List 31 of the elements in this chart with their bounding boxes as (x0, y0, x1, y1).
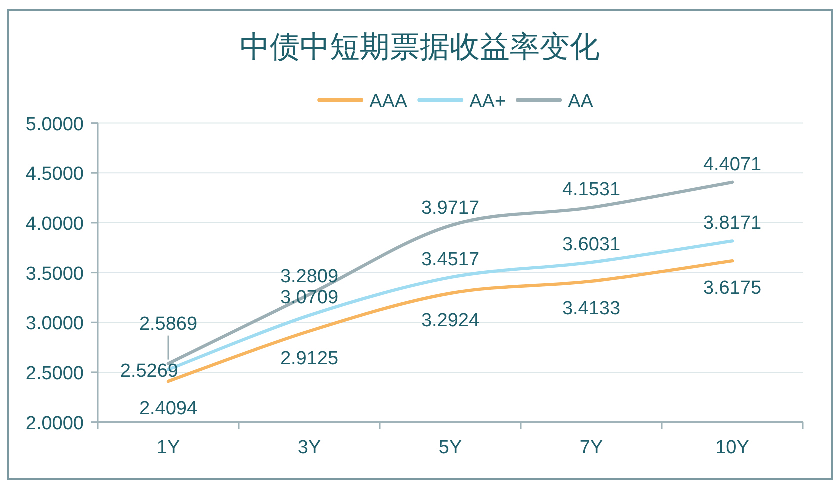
data-label: 4.4071 (703, 154, 762, 176)
data-label: 2.4094 (139, 398, 198, 420)
legend-label: AAA (370, 91, 408, 112)
y-tick-label: 3.5000 (26, 264, 84, 285)
data-label: 2.5869 (139, 314, 198, 335)
x-tick-label: 7Y (580, 437, 604, 458)
y-tick-label: 2.5000 (26, 363, 84, 384)
x-tick-label: 10Y (716, 437, 750, 458)
x-tick-label: 3Y (298, 437, 322, 458)
y-tick-label: 5.0000 (26, 114, 84, 136)
data-label: 3.4517 (421, 250, 480, 271)
data-label: 3.8171 (703, 213, 762, 234)
x-tick-label: 5Y (438, 437, 462, 458)
data-label: 3.4133 (562, 298, 621, 320)
data-label: 3.0709 (280, 288, 339, 309)
data-label: 3.2924 (421, 310, 480, 332)
y-tick-label: 4.0000 (26, 214, 84, 235)
data-label: 3.2809 (280, 266, 339, 288)
data-label: 3.6175 (703, 278, 762, 300)
chart-title: 中债中短期票据收益率变化 (240, 30, 600, 65)
data-label: 3.9717 (421, 198, 480, 219)
data-label: 3.6031 (562, 234, 621, 256)
legend-label: AA+ (470, 91, 506, 112)
y-tick-label: 4.5000 (26, 164, 84, 186)
y-tick-label: 2.0000 (26, 413, 84, 434)
x-tick-label: 1Y (156, 437, 180, 458)
y-tick-label: 3.0000 (26, 314, 84, 335)
data-label: 4.1531 (562, 180, 621, 201)
legend-label: AA (568, 91, 594, 112)
data-label: 2.5269 (120, 360, 178, 382)
data-label: 2.9125 (280, 348, 339, 370)
